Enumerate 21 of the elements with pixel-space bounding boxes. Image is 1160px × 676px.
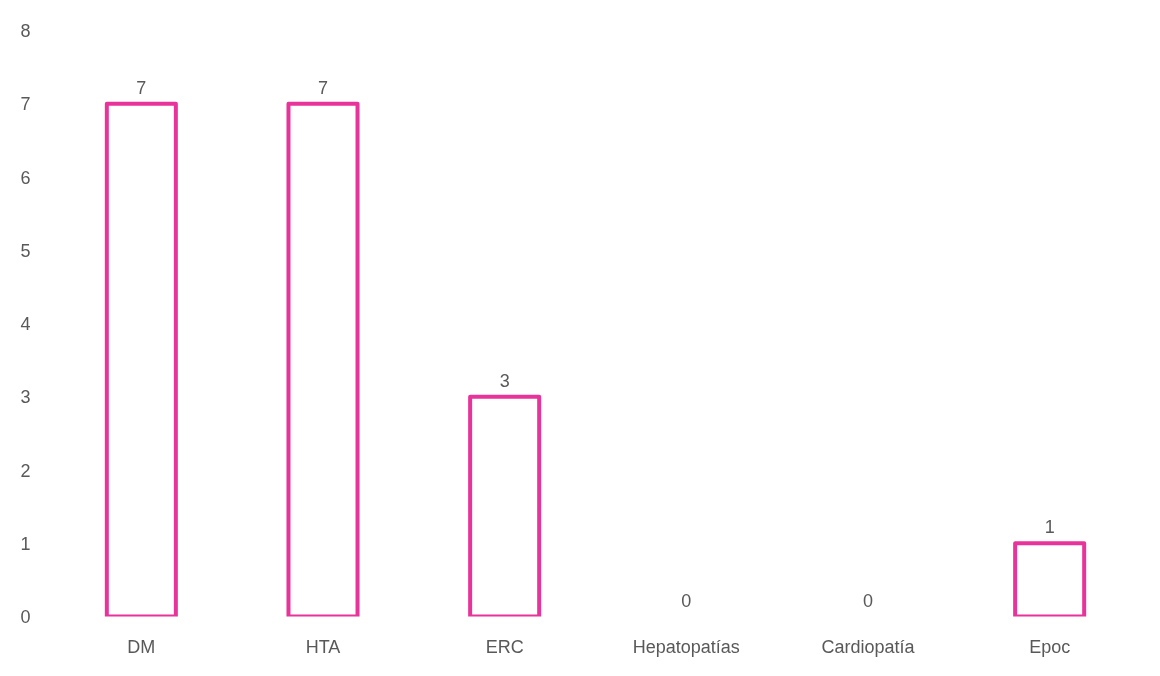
- y-tick-label: 5: [20, 240, 31, 261]
- data-label: 3: [499, 370, 510, 391]
- y-tick-label: 3: [20, 387, 31, 408]
- data-label: 0: [862, 590, 874, 611]
- y-tick-label: 7: [20, 94, 31, 115]
- x-tick-label: Epoc: [1029, 636, 1071, 657]
- x-tick-label: Hepatopatías: [632, 636, 740, 657]
- data-label: 1: [1044, 517, 1055, 538]
- x-tick-label: Cardiopatía: [821, 636, 916, 657]
- y-tick-label: 0: [20, 607, 31, 627]
- data-label: 7: [136, 77, 147, 98]
- y-tick-label: 8: [20, 21, 31, 41]
- y-tick-label: 1: [20, 533, 31, 554]
- y-tick-label: 4: [20, 314, 31, 334]
- data-label: 0: [681, 590, 692, 611]
- data-label: 7: [317, 77, 329, 98]
- x-tick-label: ERC: [485, 636, 524, 657]
- y-tick-label: 2: [20, 460, 31, 481]
- x-tick-label: DM: [127, 636, 156, 657]
- y-tick-label: 6: [20, 167, 31, 188]
- x-tick-label: HTA: [305, 636, 341, 657]
